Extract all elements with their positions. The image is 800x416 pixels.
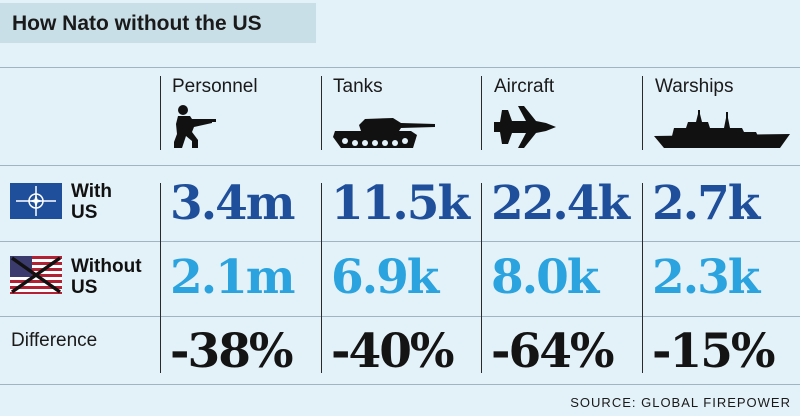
value-difference-tanks: -40%	[331, 324, 455, 379]
fighter-jet-icon	[494, 106, 556, 148]
row-label-without-line1: Without	[71, 256, 142, 277]
col-divider-header-2	[321, 76, 322, 150]
col-divider-header-1	[160, 76, 161, 150]
warship-icon	[654, 110, 790, 148]
row-label-with-line2: US	[71, 202, 98, 223]
title-banner: How Nato without the US	[0, 3, 316, 43]
value-difference-warships: -15%	[652, 324, 776, 379]
col-divider-4	[642, 183, 643, 373]
divider-row-3	[0, 316, 800, 317]
col-header-warships: Warships	[655, 76, 734, 97]
value-without-aircraft: 8.0k	[491, 250, 599, 305]
source-note: SOURCE: GLOBAL FIREPOWER	[570, 395, 791, 410]
value-without-warships: 2.3k	[652, 250, 760, 305]
row-label-with-us: With US	[71, 181, 112, 223]
chart-title: How Nato without the US	[12, 12, 262, 35]
divider-row-2	[0, 241, 800, 242]
col-divider-1	[160, 183, 161, 373]
value-without-tanks: 6.9k	[331, 250, 439, 305]
col-header-personnel: Personnel	[172, 76, 258, 97]
value-without-personnel: 2.1m	[170, 250, 295, 305]
divider-bottom	[0, 384, 800, 385]
value-difference-aircraft: -64%	[491, 324, 615, 379]
value-difference-personnel: -38%	[170, 324, 294, 379]
crossed-us-flag-icon	[10, 256, 62, 294]
row-label-without-line2: US	[71, 277, 98, 298]
col-divider-header-4	[642, 76, 643, 150]
tank-icon	[333, 118, 435, 148]
row-label-difference: Difference	[11, 330, 98, 351]
value-with-tanks: 11.5k	[331, 176, 470, 231]
divider-row-1	[0, 165, 800, 166]
col-header-aircraft: Aircraft	[494, 76, 555, 97]
value-with-personnel: 3.4m	[170, 176, 295, 231]
row-label-with-line1: With	[71, 181, 112, 202]
nato-flag-icon	[10, 183, 62, 219]
row-label-without-us: Without US	[71, 256, 142, 298]
col-divider-2	[321, 183, 322, 373]
soldier-icon	[174, 105, 216, 148]
divider-header	[0, 67, 800, 68]
col-header-tanks: Tanks	[333, 76, 383, 97]
value-with-warships: 2.7k	[652, 176, 760, 231]
value-with-aircraft: 22.4k	[491, 176, 630, 231]
col-divider-3	[481, 183, 482, 373]
col-divider-header-3	[481, 76, 482, 150]
